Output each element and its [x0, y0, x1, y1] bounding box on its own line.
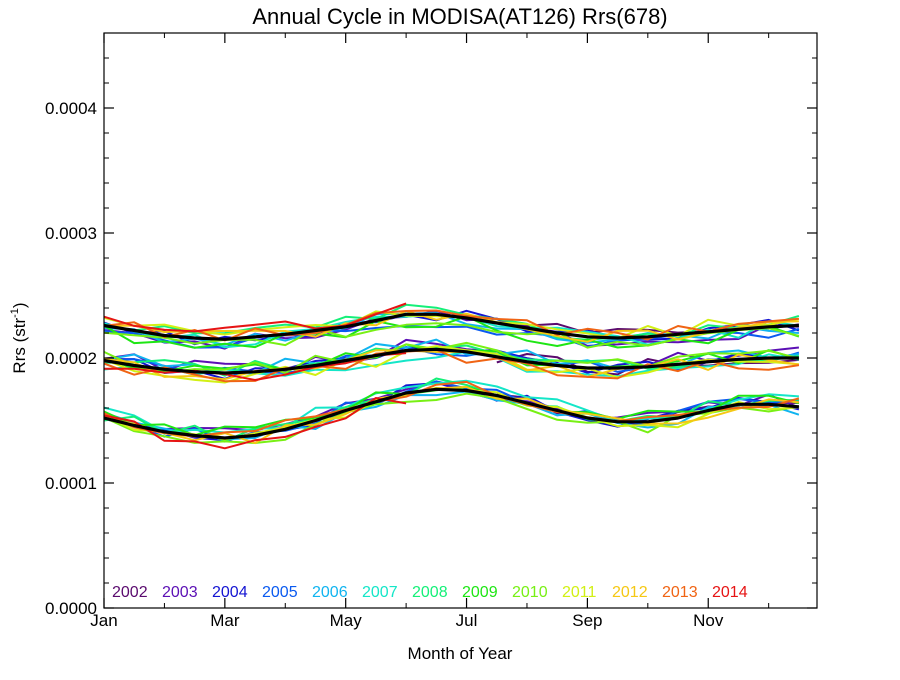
y-axis-label-close: )	[10, 302, 29, 308]
x-tick-label: Jul	[456, 611, 478, 630]
legend-item-2010: 2010	[512, 584, 548, 601]
y-axis-label: Rrs (str-1)	[9, 302, 29, 373]
legend-item-2006: 2006	[312, 584, 348, 601]
legend-item-2005: 2005	[262, 584, 298, 601]
series-line-2010-middle	[103, 341, 800, 374]
mean-line-upper	[103, 312, 799, 341]
y-tick-label: 0.0003	[45, 224, 97, 243]
series-layer	[103, 302, 800, 450]
legend-item-2014: 2014	[712, 584, 748, 601]
x-tick-label: Sep	[572, 611, 602, 630]
series-line-2014-lower	[103, 397, 407, 450]
axes-layer: 0.0000 0.0001 0.0002 0.0003 0.0004 Jan Mar May J…	[45, 32, 818, 630]
series-line-2012-lower	[103, 385, 799, 445]
series-line-2009-upper	[103, 315, 800, 349]
x-axis-label: Month of Year	[408, 644, 513, 663]
svg-text:Rrs (str-1): Rrs (str-1)	[9, 302, 29, 373]
y-tick-label: 0.0000	[45, 599, 97, 618]
legend-item-2003: 2003	[162, 584, 198, 601]
y-tick-label: 0.0004	[45, 99, 97, 118]
mean-line-lower	[103, 387, 800, 440]
y-axis-label-sup: -1	[9, 308, 21, 318]
legend-item-2013: 2013	[662, 584, 698, 601]
series-line-2013-lower	[103, 380, 800, 438]
series-line-2014-upper	[103, 302, 407, 333]
legend: 2002 2003 2004 2005 2006 2007 2008 2009 2010 2011…	[112, 584, 748, 601]
legend-item-2004: 2004	[212, 584, 248, 601]
legend-item-2011: 2011	[562, 584, 597, 601]
mean-layer	[103, 312, 800, 440]
y-axis-label-main: Rrs (str	[10, 318, 29, 374]
chart-title: Annual Cycle in MODISA(AT126) Rrs(678)	[252, 4, 667, 29]
series-line-2002-middle	[496, 353, 799, 376]
y-tick-label: 0.0001	[45, 474, 97, 493]
y-tick-label: 0.0002	[45, 349, 97, 368]
legend-item-2008: 2008	[412, 584, 448, 601]
x-tick-label: Nov	[693, 611, 724, 630]
series-line-2013-middle	[103, 348, 800, 383]
mean-line-middle	[103, 347, 799, 375]
legend-item-2002: 2002	[112, 584, 148, 601]
legend-item-2007: 2007	[362, 584, 398, 601]
legend-item-2009: 2009	[462, 584, 498, 601]
x-tick-label: Jan	[90, 611, 117, 630]
x-tick-label: May	[330, 611, 363, 630]
series-line-2014-middle	[104, 352, 407, 381]
plot-frame	[103, 32, 818, 609]
x-tick-label: Mar	[210, 611, 240, 630]
legend-item-2012: 2012	[612, 584, 648, 601]
